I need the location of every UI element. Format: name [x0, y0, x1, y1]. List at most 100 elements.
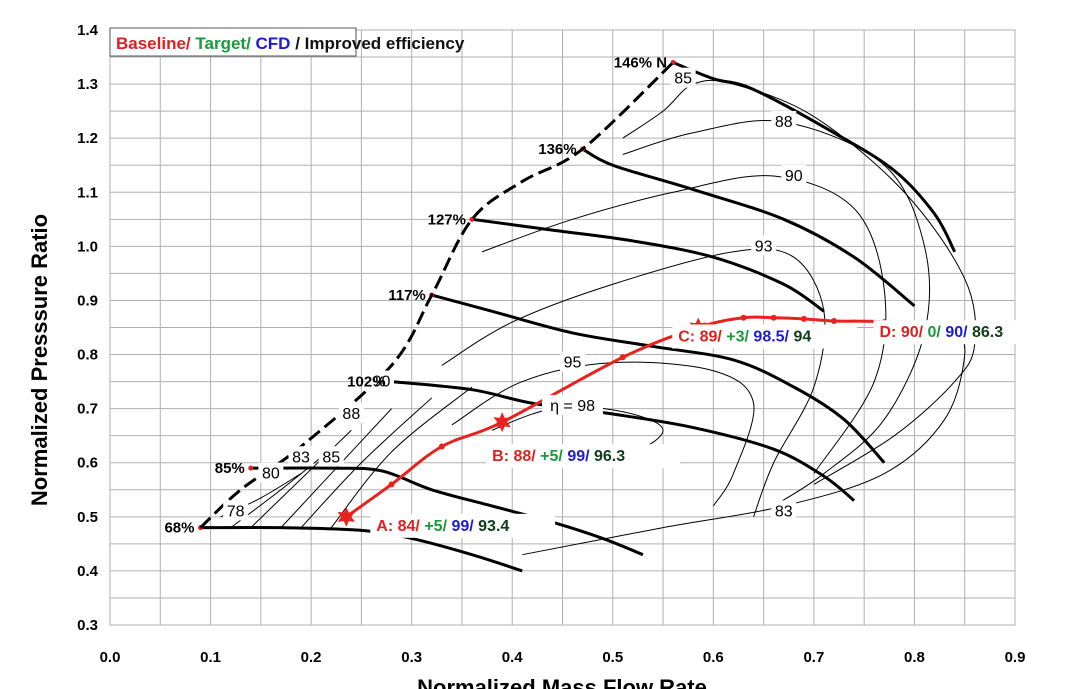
operating-point-label-part: 86.3 — [968, 324, 1004, 341]
operating-point-label-part: D: 90/ — [880, 324, 924, 341]
operating-point-label-bg — [486, 444, 681, 469]
efficiency-contour-label: 78 — [227, 503, 245, 520]
efficiency-label-bg — [542, 394, 604, 415]
speed-line-label: 117% — [388, 287, 426, 304]
speed-line-label: 146% N — [614, 54, 667, 71]
efficiency-label-bg — [288, 446, 314, 467]
efficiency-contour-line — [280, 408, 392, 528]
efficiency-contour-label: 83 — [775, 503, 793, 520]
efficiency-label-bg — [338, 403, 364, 424]
efficiency-contour-line — [250, 429, 352, 528]
y-tick-label: 0.5 — [77, 509, 98, 526]
operating-point-label-part: 90/ — [941, 324, 968, 341]
y-tick-label: 1.4 — [77, 22, 99, 39]
operating-point-b-label: B: 88/ +5/ 99/ 96.3 — [492, 448, 625, 465]
x-axis-title: Normalized Mass Flow Rate — [417, 675, 707, 689]
efficiency-contour-line — [330, 386, 473, 528]
legend-baseline: Baseline/ — [116, 34, 191, 53]
operating-point-label-part: B: 88/ — [492, 448, 536, 465]
efficiency-contour-label: η = 98 — [550, 398, 595, 415]
efficiency-contour-label: 85 — [674, 71, 692, 88]
operating-point-label-part: 98.5/ — [749, 329, 790, 346]
speed-line-label: 102% — [347, 374, 385, 391]
efficiency-contour-line — [522, 321, 966, 556]
y-tick-label: 0.4 — [77, 563, 99, 580]
operating-point-label-part: +5/ — [536, 448, 564, 465]
operating-point-label-part: 94 — [789, 329, 811, 346]
efficiency-label-bg — [318, 446, 344, 467]
efficiency-label-bg — [369, 370, 394, 391]
x-tick-label: 0.6 — [703, 649, 724, 666]
operating-point-label-bg — [370, 513, 556, 538]
efficiency-label-bg — [771, 110, 797, 131]
operating-point-label-bg — [873, 320, 1050, 345]
speed-line — [431, 293, 886, 464]
x-tick-label: 0.8 — [904, 649, 925, 666]
operating-point-label-part: +3/ — [722, 329, 750, 346]
efficiency-label-bg — [223, 500, 249, 521]
operating-point-label-part: C: 89/ — [678, 329, 722, 346]
speed-line-marker — [248, 465, 254, 471]
speed-line — [391, 380, 856, 502]
operating-point-a-label: A: 84/ +5/ 99/ 93.4 — [376, 518, 509, 535]
speed-line-label: 68% — [164, 520, 194, 537]
improved-path-point — [438, 443, 445, 450]
x-tick-label: 0.9 — [1005, 649, 1026, 666]
operating-point-d-label: D: 90/ 0/ 90/ 86.3 — [880, 324, 1004, 341]
improved-path-point — [619, 354, 626, 361]
x-tick-label: 0.4 — [502, 649, 524, 666]
y-tick-label: 0.9 — [77, 292, 98, 309]
x-tick-label: 0.1 — [200, 649, 221, 666]
operating-point-label-bg — [672, 324, 858, 349]
operating-point-label-part: 99/ — [563, 448, 590, 465]
efficiency-contour-label: 90 — [373, 374, 391, 391]
efficiency-contour-label: 83 — [292, 449, 310, 466]
speed-line — [672, 61, 957, 253]
y-tick-label: 0.6 — [77, 455, 98, 472]
operating-point-label-part: 99/ — [447, 518, 474, 535]
operating-point-b-marker — [493, 412, 511, 433]
y-tick-label: 0.7 — [77, 401, 98, 418]
efficiency-label-bg — [670, 67, 696, 88]
efficiency-contour-label: 88 — [342, 406, 360, 423]
legend-cfd: CFD — [251, 34, 291, 53]
efficiency-label-bg — [771, 500, 797, 521]
speed-line — [581, 147, 916, 308]
x-tick-label: 0.2 — [301, 649, 322, 666]
y-axis-title: Normalized Presssure Ratio — [27, 214, 52, 506]
operating-point-label-part: 93.4 — [474, 518, 510, 535]
efficiency-contour-label: 90 — [785, 168, 803, 185]
improved-path-point — [770, 314, 777, 321]
x-tick-label: 0.7 — [803, 649, 824, 666]
speed-line-label: 127% — [428, 211, 466, 228]
speed-line-label: 85% — [215, 460, 245, 477]
speed-line-label: 136% — [538, 141, 576, 158]
operating-point-label-part: A: 84/ — [376, 518, 420, 535]
operating-point-c-label: C: 89/ +3/ 98.5/ 94 — [678, 329, 811, 346]
legend-text: Baseline/ Target/ CFD / Improved efficie… — [116, 34, 465, 53]
improved-path-point — [800, 315, 807, 322]
efficiency-contour-label: 93 — [755, 238, 773, 255]
operating-point-label-part: 0/ — [923, 324, 941, 341]
y-tick-label: 1.2 — [77, 130, 98, 147]
efficiency-contour-label: 80 — [262, 466, 280, 483]
improved-path-point — [831, 318, 837, 325]
y-tick-label: 1.3 — [77, 76, 98, 93]
x-tick-label: 0.0 — [100, 649, 121, 666]
legend-target: Target/ — [191, 34, 251, 53]
efficiency-contour-label: 85 — [322, 449, 340, 466]
operating-point-a-marker — [337, 506, 355, 527]
efficiency-label-bg — [751, 235, 777, 256]
y-tick-label: 1.0 — [77, 238, 98, 255]
efficiency-contour-line — [441, 248, 826, 517]
improved-path-point — [740, 314, 747, 321]
legend-box: Baseline/ Target/ CFD / Improved efficie… — [109, 27, 465, 57]
efficiency-label-bg — [781, 165, 807, 186]
x-tick-label: 0.3 — [401, 649, 422, 666]
efficiency-contour-label: 95 — [564, 355, 582, 372]
operating-point-label-part: +5/ — [420, 518, 448, 535]
legend-improved: / Improved efficiency — [290, 34, 464, 53]
improved-path-point — [388, 481, 395, 488]
efficiency-contour-line — [300, 397, 433, 528]
